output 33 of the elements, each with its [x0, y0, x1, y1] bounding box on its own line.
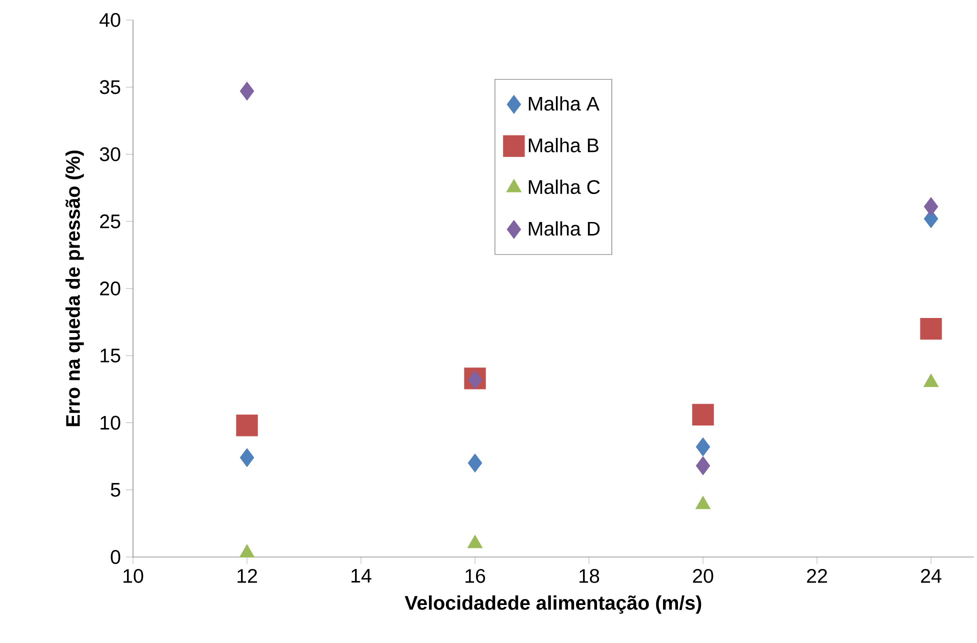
- point: [236, 414, 258, 436]
- x-tick-label: 22: [807, 568, 827, 583]
- x-tick-label: 18: [580, 568, 600, 583]
- y-tick-label: 35: [100, 80, 120, 94]
- x-tick-label: 10: [124, 568, 144, 583]
- y-axis-title: Erro na queda de pressão (%): [65, 150, 84, 426]
- x-tick-label: 12: [238, 568, 257, 583]
- point: [692, 404, 714, 426]
- y-tick-label: 15: [100, 348, 120, 362]
- y-tick-label: 10: [100, 416, 120, 430]
- legend-label: Malha B: [528, 138, 598, 152]
- legend-label: Malha A: [528, 96, 600, 111]
- x-tick-label: 20: [693, 568, 714, 583]
- point: [468, 454, 482, 472]
- point: [468, 370, 482, 390]
- legend-label: Malha C: [528, 180, 600, 194]
- y-tick-label: 0: [110, 550, 120, 564]
- point: [696, 456, 710, 476]
- y-tick-label: 40: [100, 13, 120, 27]
- point: [240, 82, 254, 101]
- x-axis-title: Velocidadede alimentação (m/s): [404, 595, 702, 614]
- point: [924, 197, 938, 216]
- point: [696, 438, 710, 456]
- x-tick-label: 24: [921, 568, 942, 583]
- y-tick-label: 20: [100, 282, 120, 296]
- x-tick-label: 14: [352, 569, 372, 583]
- y-tick-label: 5: [110, 483, 120, 497]
- point: [240, 448, 254, 468]
- x-tick-label: 16: [466, 568, 486, 583]
- y-tick-label: 30: [100, 147, 120, 162]
- y-tick-label: 25: [100, 214, 120, 228]
- point: [920, 318, 942, 340]
- legend-label: Malha D: [528, 221, 600, 236]
